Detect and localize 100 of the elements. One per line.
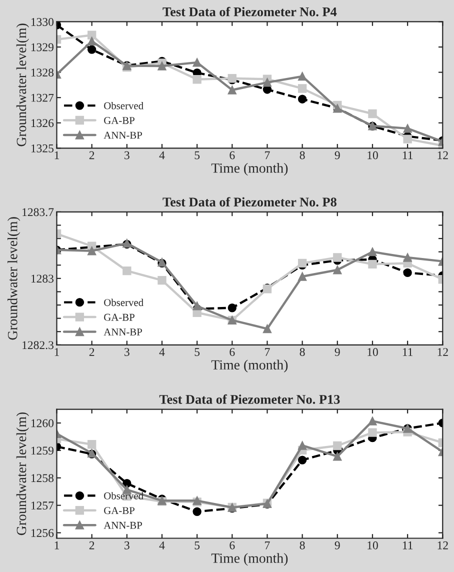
- x-tick-label: 9: [334, 348, 340, 356]
- x-tick-label: 12: [438, 151, 448, 160]
- x-axis-title: Time (month): [211, 553, 288, 566]
- legend-label: ANN-BP: [104, 522, 142, 529]
- x-tick-label: 11: [402, 151, 413, 160]
- point: [368, 247, 377, 256]
- point: [333, 441, 342, 450]
- point: [298, 72, 307, 81]
- x-tick-label: 12: [438, 348, 448, 356]
- x-tick-label: 11: [402, 541, 413, 550]
- legend-label: Observed: [104, 492, 144, 500]
- point: [192, 75, 202, 84]
- point: [403, 124, 412, 133]
- y-tick-label: 1326: [31, 119, 54, 128]
- x-tick-label: 2: [89, 151, 94, 160]
- point: [262, 78, 272, 87]
- point: [87, 45, 96, 54]
- x-tick-label: 5: [194, 348, 200, 356]
- chart-title: Test Data of Piezometer No. P4: [162, 6, 337, 16]
- x-tick-label: 4: [159, 348, 165, 356]
- x-tick-label: 8: [300, 151, 305, 160]
- legend-label: Observed: [104, 298, 144, 306]
- x-tick-label: 7: [265, 541, 270, 550]
- x-tick-label: 5: [194, 541, 200, 550]
- point: [368, 428, 377, 437]
- point: [87, 246, 96, 256]
- legend-label: GA-BP: [104, 507, 134, 514]
- point: [298, 272, 307, 281]
- point: [333, 253, 342, 262]
- point: [262, 324, 272, 334]
- x-tick-label: 1: [54, 541, 59, 550]
- point: [158, 276, 166, 285]
- point: [298, 456, 307, 464]
- x-tick-label: 7: [265, 151, 270, 160]
- y-tick-label: 1329: [31, 43, 54, 52]
- chart-title: Test Data of Piezometer No. P13: [159, 394, 340, 404]
- x-tick-label: 10: [368, 151, 378, 160]
- x-axis-title: Time (month): [211, 360, 288, 372]
- point: [368, 416, 377, 426]
- point: [368, 109, 377, 118]
- point: [87, 36, 96, 46]
- x-tick-label: 8: [300, 541, 305, 550]
- chart-title: Test Data of Piezometer No. P8: [162, 197, 336, 207]
- legend-label: ANN-BP: [104, 328, 142, 336]
- point: [298, 441, 307, 450]
- legend-label: ANN-BP: [104, 132, 142, 139]
- x-tick-label: 11: [402, 348, 413, 356]
- legend-label: Observed: [104, 102, 144, 110]
- x-tick-label: 4: [159, 151, 165, 160]
- x-tick-label: 8: [300, 348, 305, 356]
- y-tick-label: 1325: [31, 144, 54, 152]
- point: [192, 58, 202, 67]
- point: [158, 62, 166, 70]
- x-tick-label: 6: [230, 541, 235, 550]
- point: [403, 134, 412, 144]
- y-axis-title: Groundwater level(m): [16, 24, 29, 146]
- x-tick-label: 3: [124, 348, 130, 356]
- x-tick-label: 9: [334, 151, 340, 160]
- point: [192, 507, 202, 516]
- y-tick-label: 1327: [31, 94, 54, 102]
- x-tick-label: 3: [124, 541, 130, 550]
- point: [87, 440, 96, 449]
- x-tick-label: 5: [194, 151, 200, 160]
- point: [228, 304, 236, 312]
- point: [333, 452, 342, 461]
- x-tick-label: 2: [89, 541, 94, 550]
- x-tick-label: 10: [368, 348, 378, 356]
- point: [403, 253, 412, 262]
- y-tick-label: 1330: [31, 18, 54, 26]
- y-tick-label: 1256: [31, 529, 54, 537]
- x-tick-label: 6: [230, 151, 235, 160]
- x-tick-label: 6: [230, 348, 235, 356]
- x-tick-label: 2: [89, 348, 94, 356]
- point: [192, 302, 202, 310]
- point: [368, 260, 377, 269]
- point: [298, 84, 307, 93]
- x-tick-label: 9: [334, 541, 340, 550]
- point: [333, 266, 342, 274]
- y-tick-label: 1282.3: [22, 341, 54, 350]
- point: [228, 86, 236, 94]
- point: [122, 266, 132, 276]
- x-tick-label: 12: [438, 541, 448, 550]
- y-tick-label: 1257: [31, 502, 54, 510]
- y-tick-label: 1258: [31, 474, 54, 482]
- x-tick-label: 1: [54, 348, 59, 356]
- x-tick-label: 7: [265, 348, 270, 356]
- x-tick-label: 3: [124, 151, 130, 160]
- y-axis-title: Groundwater level(m): [16, 412, 29, 536]
- y-tick-label: 1260: [31, 419, 54, 428]
- x-axis-title: Time (month): [211, 163, 288, 176]
- y-tick-label: 1283.7: [22, 208, 54, 216]
- legend-label: GA-BP: [104, 117, 134, 124]
- y-tick-label: 1328: [31, 68, 54, 77]
- legend-label: GA-BP: [104, 314, 134, 321]
- y-tick-label: 1283: [31, 274, 54, 283]
- x-tick-label: 4: [159, 541, 165, 550]
- point: [87, 30, 96, 40]
- point: [403, 268, 412, 278]
- x-tick-label: 10: [368, 541, 378, 550]
- y-tick-label: 1259: [31, 446, 54, 455]
